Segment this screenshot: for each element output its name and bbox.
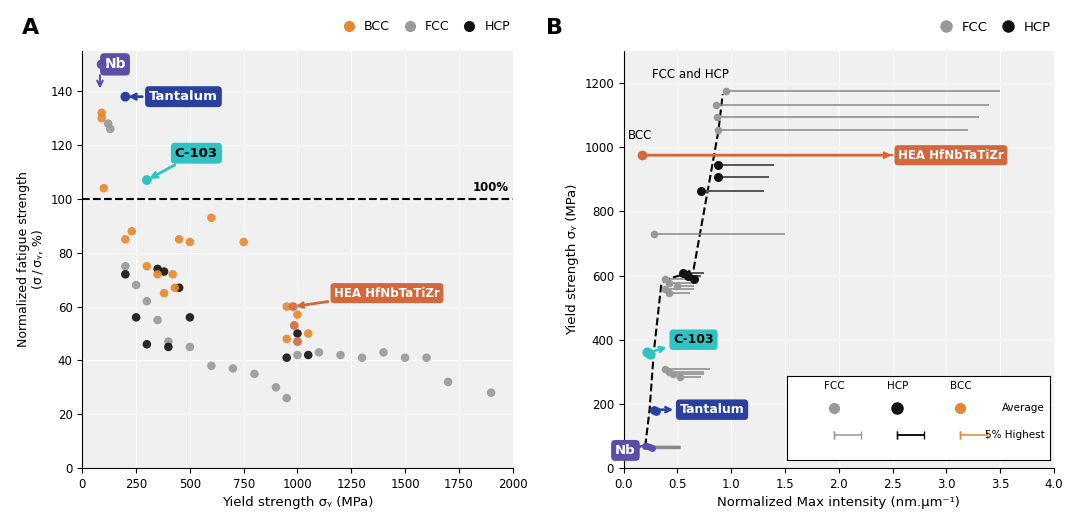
Point (353, 353, 370, 362)
Point (138, 297, 156, 306)
Text: HEA HfNbTaTiZr: HEA HfNbTaTiZr (645, 149, 1003, 161)
Text: C-103: C-103 (653, 333, 714, 352)
Point (138, 176, 156, 184)
Point (149, 270, 166, 278)
Text: Tantalum: Tantalum (132, 90, 218, 103)
Point (278, 353, 295, 362)
Point (375, 348, 392, 357)
X-axis label: Normalized Max intensity (nm.μm⁻¹): Normalized Max intensity (nm.μm⁻¹) (717, 497, 960, 509)
Point (117, 93, 134, 101)
Point (285, 321, 302, 330)
Point (288, 351, 306, 359)
Point (440, 378, 457, 386)
Point (181, 313, 199, 321)
Point (284, 302, 301, 311)
Point (299, 329, 316, 338)
Point (288, 337, 306, 346)
Text: Nb: Nb (616, 444, 643, 457)
Point (138, 262, 156, 270)
Point (95, 184, 112, 193)
Point (246, 370, 264, 378)
Point (647, 407, 664, 415)
Point (288, 310, 306, 319)
Point (117, 235, 134, 244)
Point (288, 329, 306, 338)
Point (171, 284, 188, 292)
Text: Nb: Nb (105, 57, 125, 72)
Text: A: A (22, 18, 39, 38)
Point (235, 238, 253, 246)
Point (102, 125, 119, 133)
Point (638, 348, 656, 356)
Point (149, 316, 166, 324)
Point (117, 270, 134, 278)
Point (156, 289, 173, 297)
Text: Tantalum: Tantalum (660, 403, 744, 416)
Legend: BCC, FCC, HCP: BCC, FCC, HCP (332, 15, 515, 38)
Point (93, 60, 110, 68)
Point (203, 214, 220, 222)
Point (127, 313, 145, 321)
Point (93, 108, 110, 117)
Point (138, 340, 156, 348)
Point (164, 270, 181, 278)
Point (483, 389, 500, 397)
Y-axis label: Yield strength σᵧ (MPa): Yield strength σᵧ (MPa) (566, 184, 579, 335)
Point (278, 302, 295, 311)
Point (225, 365, 242, 373)
Y-axis label: Normalized fatigue strength
(σ / σᵧ, %): Normalized fatigue strength (σ / σᵧ, %) (16, 171, 44, 348)
Text: B: B (546, 18, 564, 38)
Point (99, 119, 117, 128)
Point (268, 383, 285, 391)
Point (203, 361, 220, 370)
Text: C-103: C-103 (152, 147, 218, 177)
Point (396, 353, 414, 362)
Point (149, 265, 166, 273)
Point (418, 353, 435, 362)
Text: 100%: 100% (472, 180, 509, 194)
Point (181, 343, 199, 351)
X-axis label: Yield strength σᵧ (MPa): Yield strength σᵧ (MPa) (221, 497, 374, 509)
Point (332, 351, 349, 359)
Point (156, 267, 173, 276)
Point (160, 343, 177, 351)
Point (171, 235, 188, 244)
Point (645, 406, 662, 414)
Point (181, 238, 199, 246)
Text: HEA HfNbTaTiZr: HEA HfNbTaTiZr (299, 287, 440, 307)
Text: BCC: BCC (627, 129, 652, 143)
Point (160, 337, 177, 346)
Point (117, 262, 134, 270)
Point (93, 114, 110, 123)
Point (278, 394, 295, 402)
Text: FCC and HCP: FCC and HCP (652, 68, 729, 80)
Point (166, 284, 184, 292)
Point (310, 348, 327, 357)
Legend: FCC, HCP: FCC, HCP (928, 16, 1056, 39)
Point (127, 281, 145, 289)
Point (278, 335, 295, 343)
Point (123, 227, 140, 236)
Point (640, 350, 658, 358)
Point (299, 351, 316, 359)
